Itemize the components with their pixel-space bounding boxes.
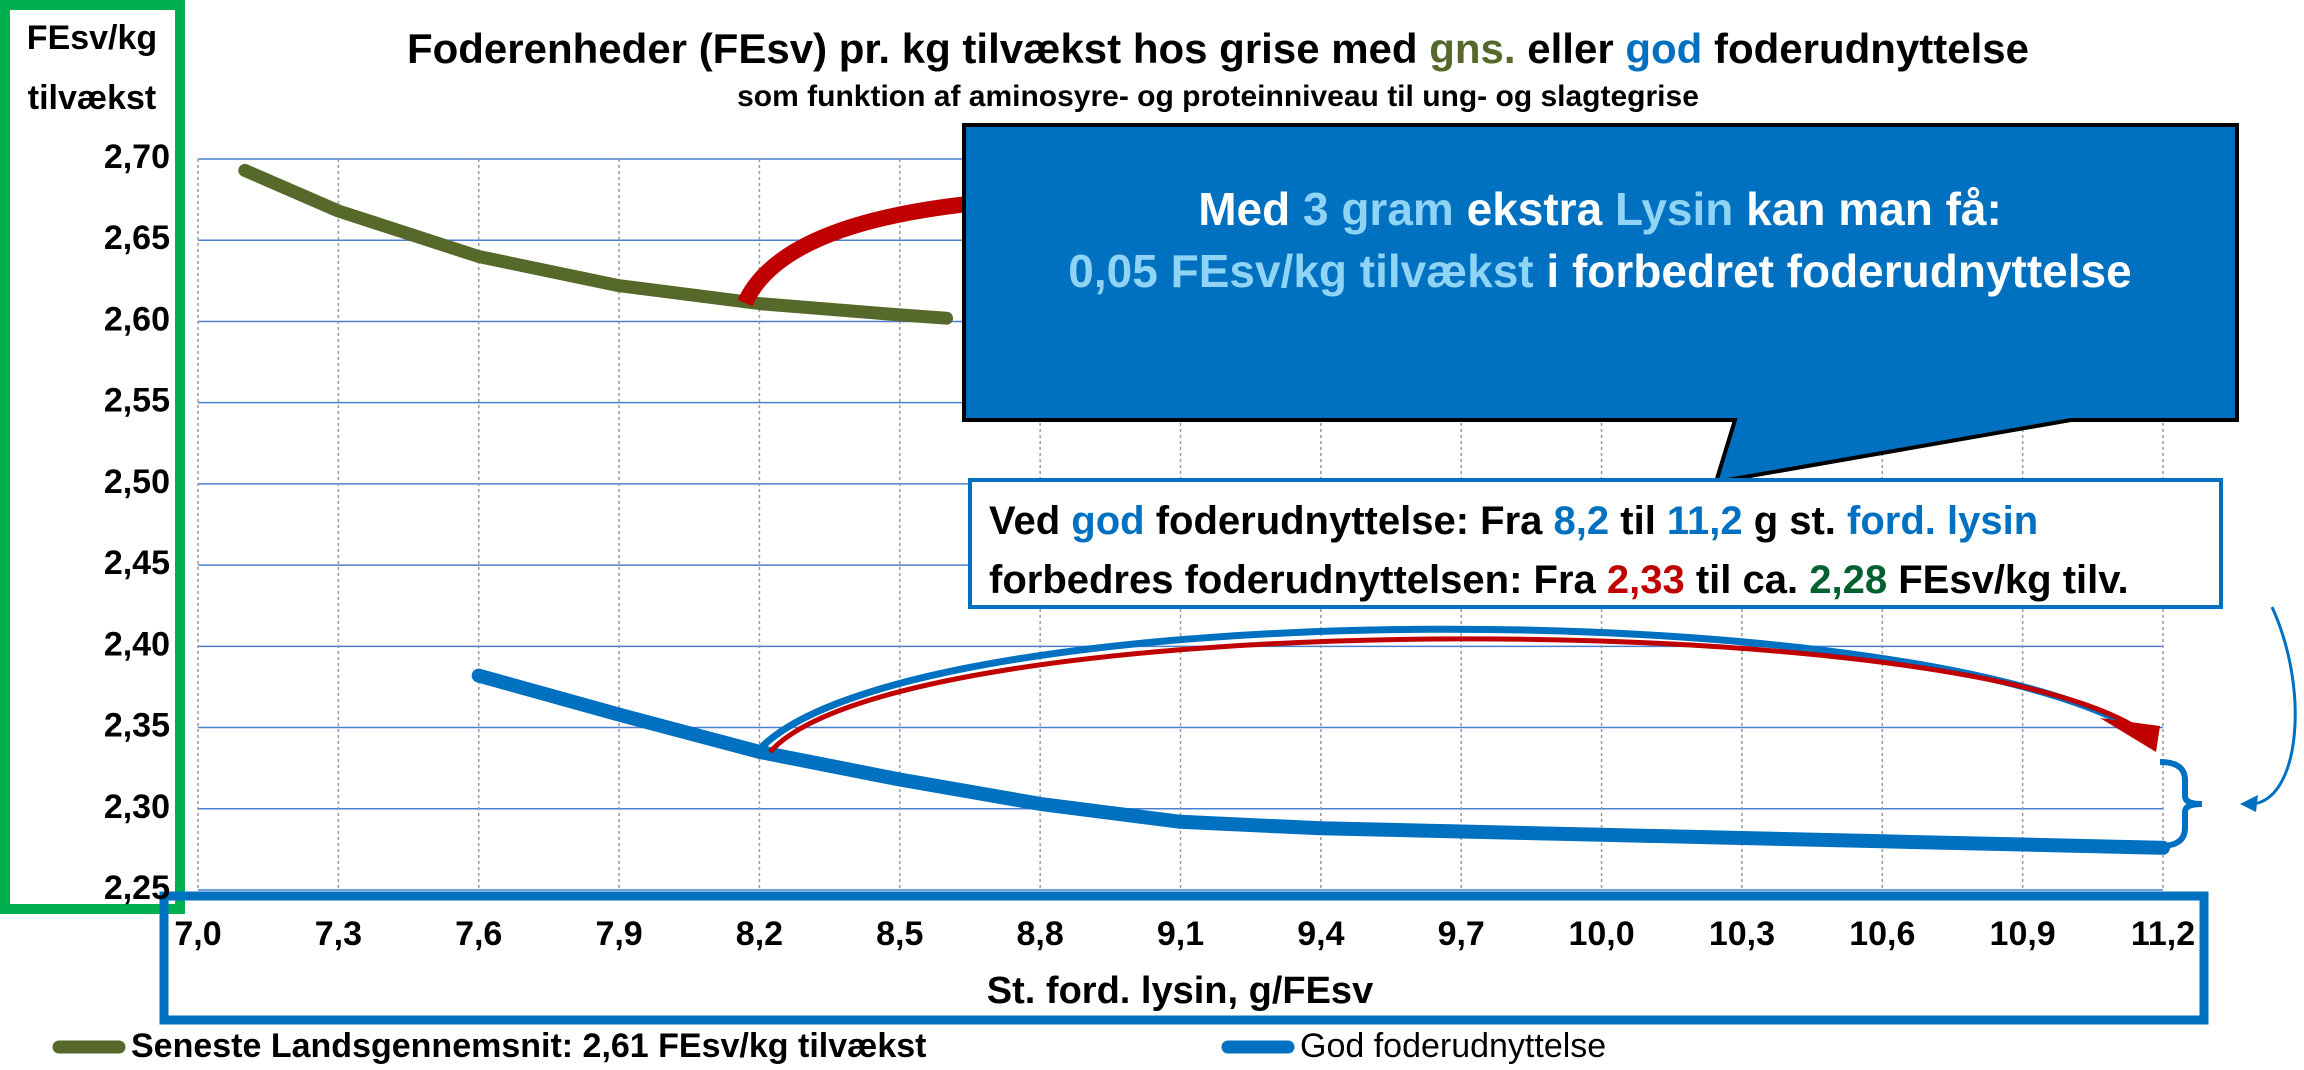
annotation-part: kan man få: (1733, 183, 2001, 235)
x-tick-label: 7,9 (595, 915, 642, 953)
red-arrowhead (2100, 718, 2160, 752)
y-tick-label: 2,65 (104, 219, 170, 257)
annotation-part: FEsv/kg tilv. (1887, 558, 2129, 602)
x-tick-label: 10,6 (1849, 915, 1915, 953)
title-part: eller (1516, 25, 1626, 72)
chart-title: Foderenheder (FEsv) pr. kg tilvækst hos … (407, 25, 2029, 72)
annotation-part: ekstra (1454, 183, 1615, 235)
legend-label: Seneste Landsgennemsnit: 2,61 FEsv/kg ti… (131, 1027, 927, 1065)
red-arc (737, 196, 969, 307)
x-tick-label: 9,4 (1297, 915, 1344, 953)
y-tick-label: 2,45 (104, 544, 170, 582)
title-part: Foderenheder (FEsv) pr. kg tilvækst hos … (407, 25, 1429, 72)
curved-arrowhead (2240, 795, 2258, 812)
x-axis-frame (159, 891, 2209, 1025)
y-axis-label: tilvækst (28, 79, 157, 117)
y-tick-label: 2,40 (104, 625, 170, 663)
x-tick-label: 8,2 (736, 915, 783, 953)
bracket (2159, 759, 2203, 849)
x-tick-label: 10,3 (1709, 915, 1775, 953)
annotation-part: 3 gram (1303, 183, 1454, 235)
series-line (238, 163, 954, 325)
legend-label: God foderudnyttelse (1300, 1027, 1606, 1065)
y-tick-label: 2,30 (104, 788, 170, 826)
y-axis-frame (0, 0, 185, 914)
x-tick-label: 10,0 (1568, 915, 1634, 953)
callout-box (962, 123, 2239, 485)
annotation-part: Ved (989, 499, 1071, 543)
x-tick-label: 11,2 (2131, 915, 2195, 953)
y-tick-label: 2,60 (104, 300, 170, 338)
annotations: Med 3 gram ekstra Lysin kan man få: 0,05 … (989, 183, 2132, 601)
x-tick-label: 9,7 (1438, 915, 1485, 953)
annotation-part: til (1609, 499, 1667, 543)
x-tick-label: 7,3 (315, 915, 362, 953)
legend: Seneste Landsgennemsnit: 2,61 FEsv/kg ti… (52, 1027, 1606, 1065)
annotation-part: 2,33 (1607, 558, 1685, 602)
blue-loop (754, 625, 2159, 755)
chart-subtitle: som funktion af aminosyre- og proteinniv… (737, 80, 1699, 113)
x-tick-label: 8,5 (876, 915, 923, 953)
annotation-part: g st. (1743, 499, 1847, 543)
annotation-part: 0,05 FEsv/kg tilvækst (1068, 245, 1533, 297)
annotation-part: forbedres foderudnyttelsen: Fra (989, 558, 1607, 602)
annotation-text: Ved god foderudnyttelse: Fra 8,2 til 11,… (989, 499, 2038, 543)
y-tick-label: 2,50 (104, 463, 170, 501)
title-part: gns. (1429, 25, 1515, 72)
title-part: foderudnyttelse (1702, 25, 2029, 72)
info-box (968, 478, 2223, 609)
x-axis-label: St. ford. lysin, g/FEsv (987, 970, 1373, 1012)
annotation-part: i forbedret foderudnyttelse (1534, 245, 2132, 297)
x-tick-label: 7,6 (455, 915, 502, 953)
x-tick-label: 9,1 (1157, 915, 1204, 953)
annotation-part: foderudnyttelse: Fra (1145, 499, 1554, 543)
title-part: god (1625, 25, 1702, 72)
annotation-part: 8,2 (1554, 499, 1610, 543)
x-tick-label: 7,0 (174, 915, 221, 953)
annotation-part: god (1071, 499, 1144, 543)
y-tick-label: 2,25 (104, 869, 170, 907)
curved-arrow (2251, 606, 2297, 806)
y-tick-label: 2,35 (104, 707, 170, 745)
annotation-part: Med (1198, 183, 1303, 235)
x-tick-label: 10,9 (1990, 915, 2056, 953)
x-tick-label: 8,8 (1017, 915, 1064, 953)
y-tick-label: 2,55 (104, 382, 170, 420)
annotation-text: 0,05 FEsv/kg tilvækst i forbedret foderu… (1068, 245, 2131, 297)
y-tick-label: 2,70 (104, 138, 170, 176)
annotation-part: 2,28 (1809, 558, 1887, 602)
red-loop (768, 636, 2142, 754)
annotation-text: Med 3 gram ekstra Lysin kan man få: (1198, 183, 2002, 235)
annotation-part: ford. lysin (1847, 499, 2038, 543)
annotation-part: Lysin (1615, 183, 1733, 235)
annotation-text: forbedres foderudnyttelsen: Fra 2,33 til… (989, 558, 2129, 602)
annotation-part: til ca. (1685, 558, 1810, 602)
y-axis-label: FEsv/kg (27, 19, 157, 57)
annotation-part: 11,2 (1667, 499, 1743, 543)
